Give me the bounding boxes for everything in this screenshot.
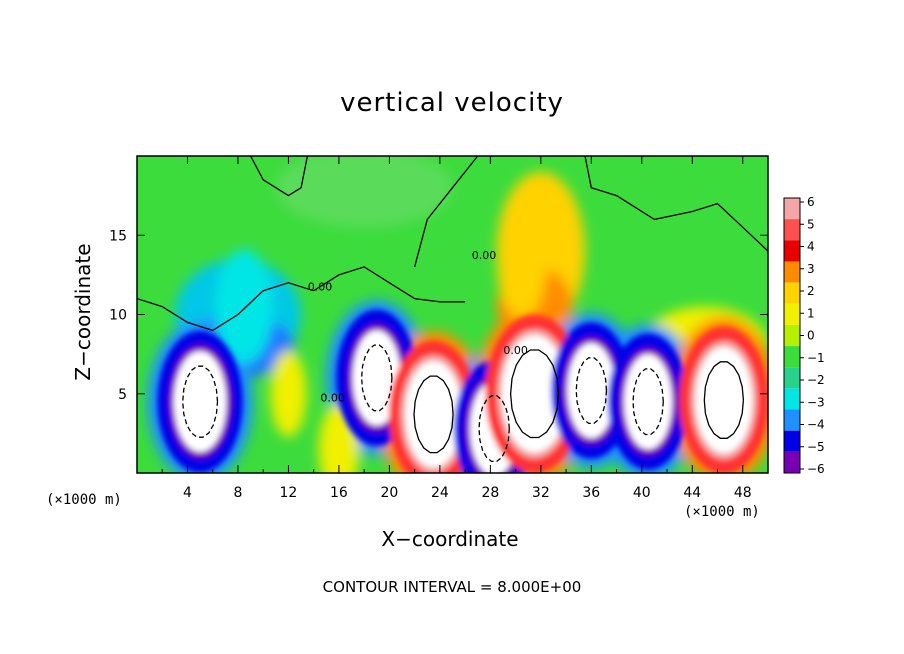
x-tick-label: 24 xyxy=(431,485,449,501)
x-tick-label: 8 xyxy=(233,485,242,501)
feature-core xyxy=(567,343,616,439)
colorbar-swatch xyxy=(784,219,800,241)
colorbar-label: 5 xyxy=(807,217,815,231)
contour-layer: 0.00 0.00 0.00 0.00 xyxy=(137,156,768,463)
contour-zero xyxy=(413,156,479,268)
colorbar-label: 1 xyxy=(807,306,815,320)
x-tick-label: 12 xyxy=(280,485,298,501)
colorbar-swatch xyxy=(784,198,800,220)
colorbar: 6 5 4 3 2 1 0 −1 −2 −3 −4 −5 −6 xyxy=(783,195,825,476)
x-tick-label: 28 xyxy=(481,485,499,501)
feature-weak xyxy=(497,215,547,319)
contour-inner xyxy=(413,375,454,454)
colorbar-swatch xyxy=(784,261,800,283)
x-unit-right: (×1000 m) xyxy=(684,504,760,520)
colorbar-swatch xyxy=(784,240,800,262)
colorbar-swatch xyxy=(784,346,800,368)
x-tick-label: 4 xyxy=(183,485,192,501)
colorbar-swatch xyxy=(784,324,800,347)
colorbar-swatch xyxy=(784,430,800,452)
contour-zero xyxy=(250,156,309,197)
colorbar-swatch xyxy=(784,367,800,389)
x-tick-label: 20 xyxy=(380,485,398,501)
feature-core xyxy=(501,335,568,453)
y-tick-label: 5 xyxy=(118,387,127,403)
feature-weak xyxy=(270,350,307,437)
colorbar-label: −5 xyxy=(807,440,825,454)
contour-zero xyxy=(584,156,768,252)
colorbar-label: −6 xyxy=(807,462,825,476)
contour-label: 0.00 xyxy=(308,281,333,294)
x-tick-label: 40 xyxy=(633,485,651,501)
contour-inner xyxy=(509,349,560,439)
colorbar-label: −3 xyxy=(807,395,825,409)
colorbar-swatch xyxy=(784,303,800,325)
colorbar-swatch xyxy=(784,388,800,410)
x-unit-left: (×1000 m) xyxy=(46,492,122,508)
x-tick-label: 44 xyxy=(683,485,701,501)
colorbar-label: 4 xyxy=(807,240,815,254)
contour-zero xyxy=(137,266,466,332)
feature-core xyxy=(352,330,401,426)
colorbar-label: −2 xyxy=(807,373,825,387)
x-tick-label: 36 xyxy=(582,485,600,501)
y-tick-label: 15 xyxy=(109,228,127,244)
contour-inner xyxy=(703,361,745,439)
colorbar-label: −1 xyxy=(807,351,825,365)
contour-label: 0.00 xyxy=(320,392,345,405)
chart-title: vertical velocity xyxy=(340,88,564,118)
contour-label: 0.00 xyxy=(503,344,528,357)
contour-label: 0.00 xyxy=(472,249,497,262)
colorbar-label: −4 xyxy=(807,418,825,432)
feature-core xyxy=(624,354,673,450)
x-tick-label: 16 xyxy=(330,485,348,501)
colorbar-label: 3 xyxy=(807,262,815,276)
contour-inner xyxy=(182,365,219,438)
x-tick-label: 32 xyxy=(532,485,550,501)
x-axis-label: X−coordinate xyxy=(381,527,519,551)
colorbar-label: 0 xyxy=(807,329,815,343)
plot-area: 0.00 0.00 0.00 0.00 xyxy=(137,156,768,473)
feature-weak xyxy=(215,249,274,364)
colorbar-swatch xyxy=(784,282,800,304)
colorbar-swatch xyxy=(784,451,800,473)
field-layer xyxy=(147,156,768,473)
colorbar-label: 2 xyxy=(807,284,815,298)
colorbar-label: 6 xyxy=(807,195,815,209)
feature-core xyxy=(173,351,227,452)
colorbar-swatch xyxy=(784,409,800,431)
x-tick-label: 48 xyxy=(734,485,752,501)
contour-interval-note: CONTOUR INTERVAL = 8.000E+00 xyxy=(322,578,582,596)
field-upper xyxy=(275,156,453,228)
y-tick-label: 10 xyxy=(109,308,127,324)
y-axis-label: Z−coordinate xyxy=(71,243,95,381)
